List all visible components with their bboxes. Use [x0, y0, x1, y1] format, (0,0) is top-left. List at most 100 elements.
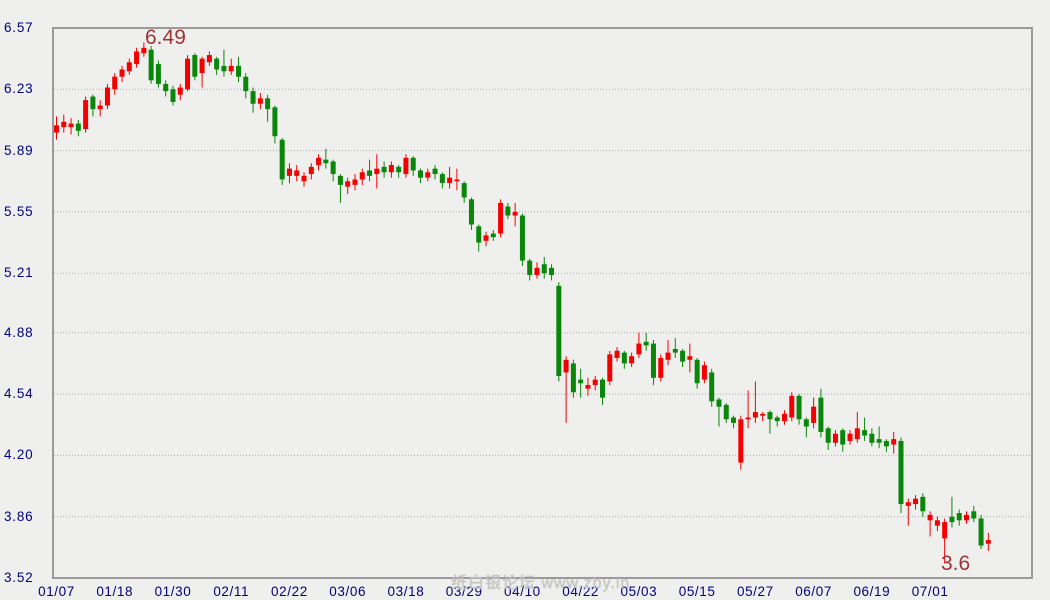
candle	[650, 339, 656, 386]
candle	[410, 156, 416, 176]
candle-body	[483, 235, 489, 241]
candle	[439, 172, 445, 189]
candle	[745, 390, 751, 429]
candle	[185, 55, 191, 92]
candle-body	[680, 350, 686, 362]
candle-body	[432, 168, 438, 175]
x-axis-tick-label: 04/10	[504, 584, 541, 599]
candle-body	[818, 397, 824, 432]
candle	[709, 368, 715, 407]
candle	[330, 159, 336, 182]
candle	[141, 42, 147, 57]
candle-body	[163, 83, 169, 92]
candle	[694, 358, 700, 389]
candle	[760, 412, 766, 422]
candle-body	[607, 354, 613, 382]
candle-body	[578, 379, 584, 384]
candle-body	[709, 372, 715, 402]
candle-body	[410, 157, 416, 171]
candle-body	[461, 183, 467, 198]
y-axis-tick-label: 4.20	[4, 447, 34, 463]
candle	[898, 437, 904, 514]
candle	[279, 138, 285, 185]
candle-body	[512, 211, 518, 216]
candle	[949, 496, 955, 528]
candle-body	[83, 100, 89, 129]
candle-body	[396, 166, 402, 173]
candle	[286, 163, 292, 184]
candle	[265, 94, 271, 122]
candle	[556, 282, 562, 382]
candle-body	[177, 87, 183, 95]
candle-body	[243, 76, 249, 92]
candle-body	[199, 58, 205, 74]
candle-body	[832, 433, 838, 443]
candle-body	[148, 49, 154, 81]
candle	[498, 199, 504, 238]
candle	[985, 532, 991, 551]
candle-body	[286, 168, 292, 176]
candle	[774, 415, 780, 427]
candle-body	[789, 395, 795, 418]
candle-body	[658, 358, 664, 378]
candle-body	[257, 98, 263, 104]
x-axis-tick-label: 05/03	[620, 584, 658, 599]
candle-body	[985, 540, 991, 544]
candle	[243, 73, 249, 99]
candle	[345, 177, 351, 194]
candle-body	[883, 440, 889, 447]
candle-body	[563, 359, 569, 373]
candle	[687, 343, 693, 373]
x-axis-tick-label: 06/07	[795, 584, 832, 599]
candle	[563, 356, 569, 423]
candle-body	[265, 98, 271, 110]
candle-body	[934, 520, 940, 526]
candle-body	[68, 123, 74, 128]
candle-body	[90, 96, 96, 110]
candle	[177, 83, 183, 101]
candle	[61, 114, 67, 133]
candle	[701, 361, 707, 384]
candle-body	[236, 65, 241, 77]
y-axis-tick-label: 4.54	[4, 386, 34, 402]
candle-body	[556, 285, 562, 377]
candle-body	[308, 166, 314, 175]
candle	[54, 116, 59, 140]
candle	[112, 73, 118, 95]
candle-body	[534, 267, 540, 276]
candle	[461, 181, 467, 203]
candle	[104, 83, 110, 110]
candle-body	[359, 172, 365, 180]
candle	[971, 505, 977, 523]
candle	[155, 60, 161, 88]
candle	[301, 172, 307, 187]
candle	[964, 511, 969, 524]
candle	[680, 348, 686, 368]
candle	[316, 154, 322, 171]
candle-body	[687, 356, 693, 360]
candle-body	[155, 64, 161, 84]
candle-body	[738, 419, 744, 463]
candle	[752, 381, 758, 423]
candle-body	[214, 58, 220, 70]
candle-body	[570, 363, 576, 393]
candle	[905, 498, 911, 526]
candle	[570, 359, 576, 398]
candle	[272, 105, 278, 144]
candle	[490, 229, 496, 241]
candle	[665, 339, 671, 366]
candle-body	[825, 428, 831, 443]
candle	[512, 202, 518, 227]
candle	[578, 368, 584, 398]
candle	[636, 332, 642, 358]
candle	[403, 154, 409, 178]
candle	[600, 377, 605, 405]
candle-body	[119, 69, 125, 77]
y-axis-tick-label: 5.89	[4, 142, 34, 158]
candle-body	[541, 264, 547, 274]
candle	[956, 509, 962, 526]
candle	[476, 224, 482, 252]
candle	[396, 165, 402, 178]
candle	[250, 87, 256, 113]
plot-frame	[52, 27, 1033, 579]
